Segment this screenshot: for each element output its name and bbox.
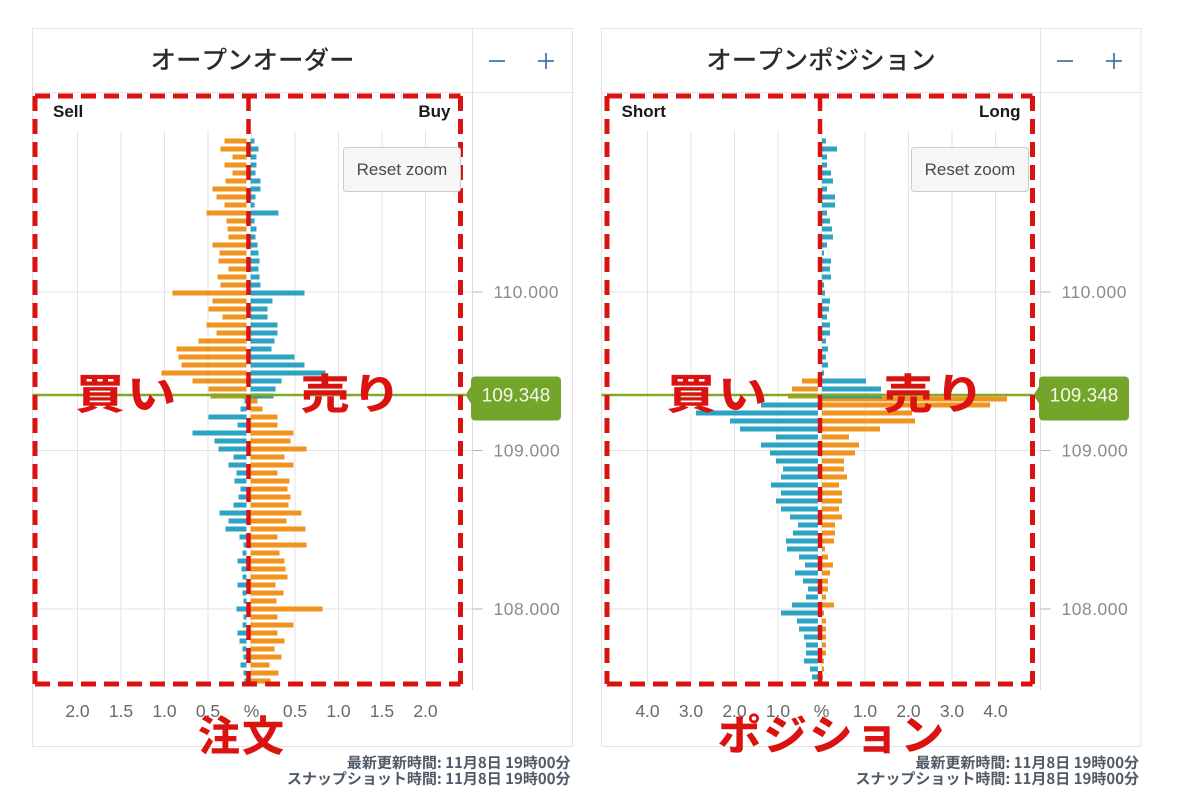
svg-text:109.000: 109.000 [1062,441,1129,461]
svg-text:1.0: 1.0 [766,701,791,721]
svg-text:4.0: 4.0 [635,701,660,721]
svg-text:%: % [244,701,260,721]
svg-text:Buy: Buy [418,102,451,121]
svg-text:2.0: 2.0 [896,701,921,721]
svg-text:110.000: 110.000 [494,282,559,302]
svg-text:110.000: 110.000 [1062,282,1127,302]
svg-text:3.0: 3.0 [940,701,965,721]
svg-text:Sell: Sell [53,102,83,121]
svg-text:Short: Short [622,102,667,121]
svg-text:2.0: 2.0 [413,701,438,721]
svg-text:4.0: 4.0 [983,701,1008,721]
svg-text:109.000: 109.000 [494,441,561,461]
svg-text:2.0: 2.0 [65,701,90,721]
svg-text:2.0: 2.0 [722,701,747,721]
svg-text:0.5: 0.5 [196,701,220,721]
svg-text:108.000: 108.000 [494,599,561,619]
svg-text:1.0: 1.0 [326,701,351,721]
svg-text:Reset zoom: Reset zoom [357,160,448,179]
svg-text:109.348: 109.348 [1050,386,1119,407]
svg-text:0.5: 0.5 [283,701,307,721]
svg-text:3.0: 3.0 [679,701,704,721]
svg-text:1.0: 1.0 [853,701,878,721]
svg-text:1.0: 1.0 [152,701,177,721]
svg-text:Reset zoom: Reset zoom [925,160,1016,179]
svg-text:1.5: 1.5 [109,701,133,721]
svg-text:108.000: 108.000 [1062,599,1129,619]
svg-text:1.5: 1.5 [370,701,394,721]
svg-text:Long: Long [979,102,1021,121]
svg-text:%: % [814,701,830,721]
svg-text:109.348: 109.348 [482,386,551,407]
